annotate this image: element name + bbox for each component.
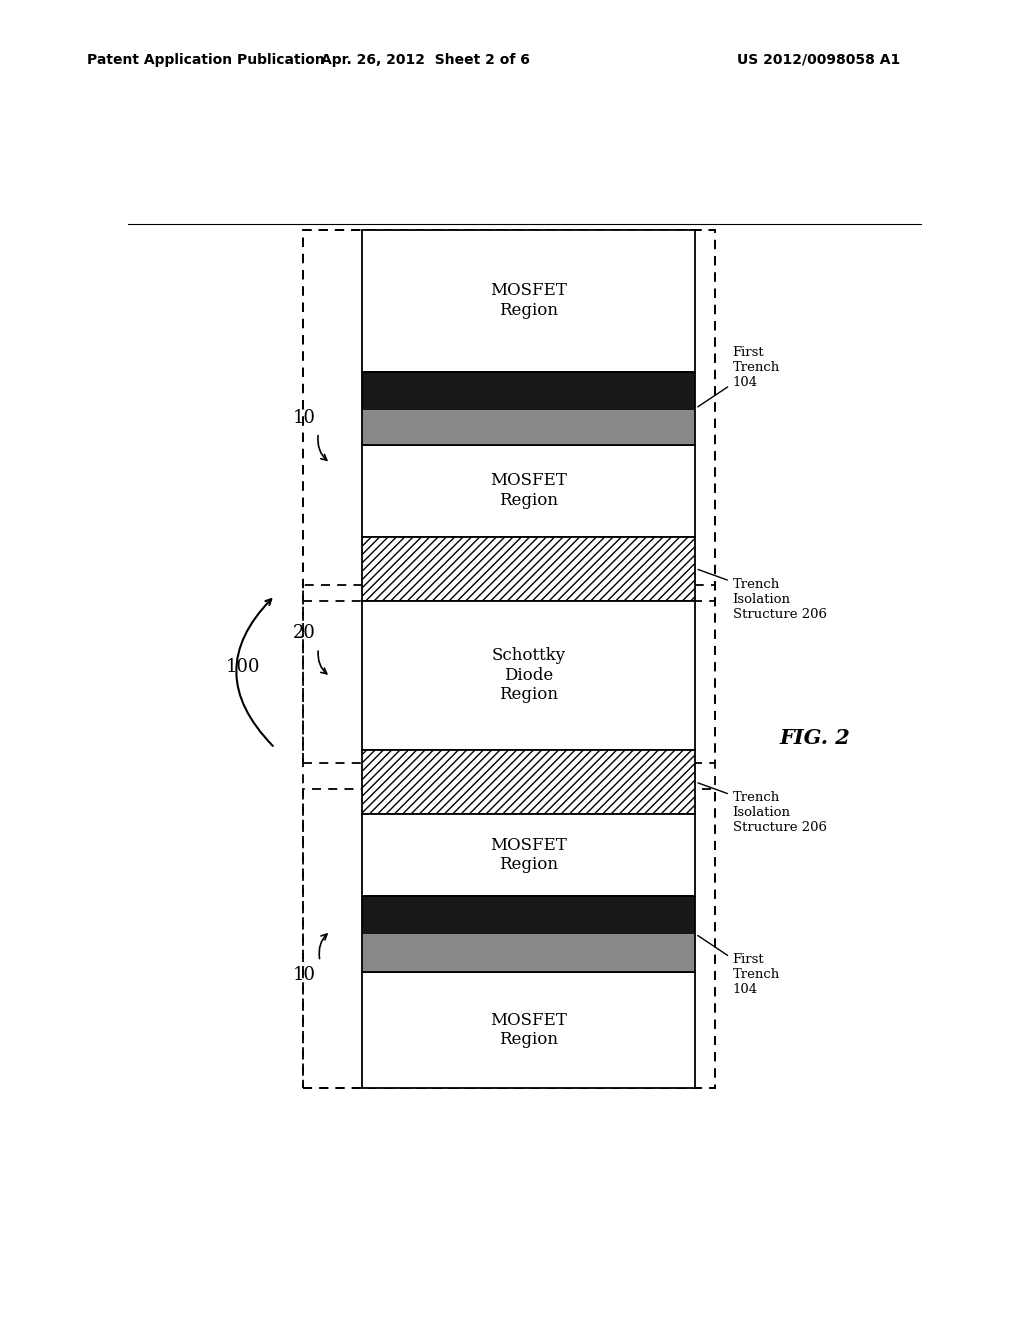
Text: Patent Application Publication: Patent Application Publication [87,53,325,67]
Text: First
Trench
104: First Trench 104 [697,936,780,997]
Bar [362,896,695,935]
Text: Trench
Isolation
Structure 206: Trench Isolation Structure 206 [698,569,826,620]
Bar [362,972,695,1089]
Bar [362,230,695,372]
Bar [362,411,695,445]
Bar [303,585,715,763]
Text: Schottky
Diode
Region: Schottky Diode Region [492,647,566,704]
Bar [303,230,715,1089]
Text: Apr. 26, 2012  Sheet 2 of 6: Apr. 26, 2012 Sheet 2 of 6 [321,53,529,67]
Text: Trench
Isolation
Structure 206: Trench Isolation Structure 206 [698,783,826,834]
Text: First
Trench
104: First Trench 104 [697,346,780,407]
Bar [303,230,715,601]
Bar [362,896,695,972]
Bar [362,814,695,896]
Text: MOSFET
Region: MOSFET Region [490,1011,567,1048]
Bar [362,750,695,814]
Text: 10: 10 [293,965,315,983]
Text: MOSFET
Region: MOSFET Region [490,837,567,874]
Text: US 2012/0098058 A1: US 2012/0098058 A1 [737,53,900,67]
Text: 20: 20 [293,624,315,642]
Bar [362,445,695,536]
Bar [362,935,695,972]
Text: MOSFET
Region: MOSFET Region [490,282,567,319]
Text: 10: 10 [293,409,315,426]
Text: MOSFET
Region: MOSFET Region [490,473,567,510]
Bar [362,372,695,445]
Bar [303,788,715,1089]
Bar [362,536,695,601]
Text: 100: 100 [226,657,260,676]
Text: FIG. 2: FIG. 2 [779,727,850,747]
Bar [362,601,695,750]
Bar [362,372,695,411]
